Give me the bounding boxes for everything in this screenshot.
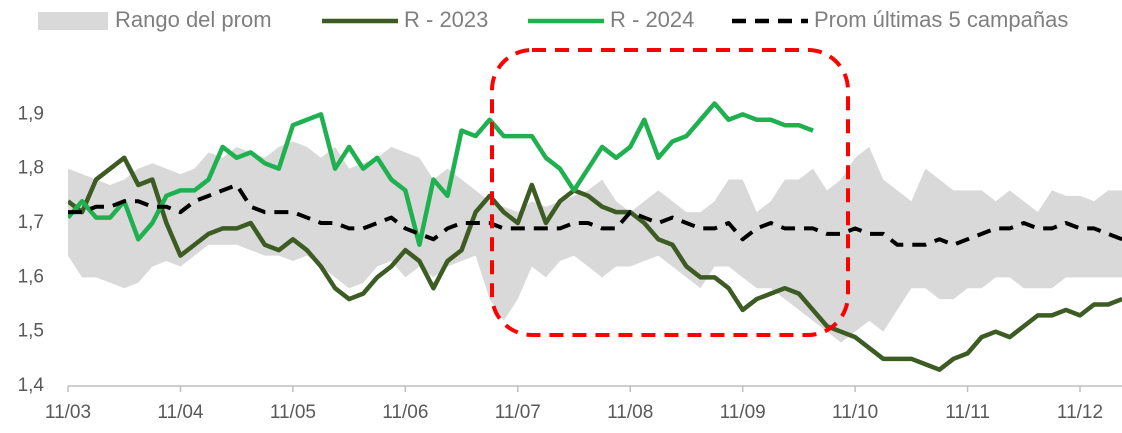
range-band bbox=[68, 141, 1122, 343]
legend-label: Prom últimas 5 campañas bbox=[814, 7, 1068, 32]
y-tick-label: 1,5 bbox=[18, 321, 44, 342]
legend: Rango del prom R - 2023 R - 2024 Prom últim… bbox=[38, 7, 1068, 32]
plot-area: 11/03 11/04 11/05 11/06 11/07 11/08 11/09 11/10… bbox=[18, 7, 1122, 423]
legend-label: Rango del prom bbox=[115, 7, 272, 32]
legend-label: R - 2024 bbox=[610, 7, 694, 32]
legend-swatch bbox=[38, 12, 108, 30]
y-tick-label: 1,6 bbox=[18, 266, 44, 287]
y-tick-label: 1,7 bbox=[18, 212, 44, 233]
x-tick-label: 11/09 bbox=[720, 402, 766, 423]
y-tick-label: 1,9 bbox=[18, 103, 44, 124]
x-tick-label: 11/06 bbox=[382, 402, 428, 423]
x-tick-label: 11/07 bbox=[495, 402, 541, 423]
x-tick-label: 11/11 bbox=[945, 402, 990, 423]
y-tick-label: 1,4 bbox=[18, 375, 45, 396]
x-tick-label: 11/05 bbox=[270, 402, 316, 423]
series-layer bbox=[68, 101, 1122, 372]
legend-label: R - 2023 bbox=[404, 7, 488, 32]
x-tick-label: 11/03 bbox=[45, 402, 91, 423]
highlight-box bbox=[490, 48, 850, 337]
x-tick-label: 11/10 bbox=[832, 402, 878, 423]
x-tick-label: 11/04 bbox=[157, 402, 204, 423]
x-tick-label: 11/12 bbox=[1057, 402, 1103, 423]
series-line bbox=[68, 101, 814, 247]
series-line bbox=[68, 155, 1122, 372]
y-tick-label: 1,8 bbox=[18, 158, 44, 179]
x-tick-label: 11/08 bbox=[607, 402, 653, 423]
average-line bbox=[68, 182, 1122, 247]
